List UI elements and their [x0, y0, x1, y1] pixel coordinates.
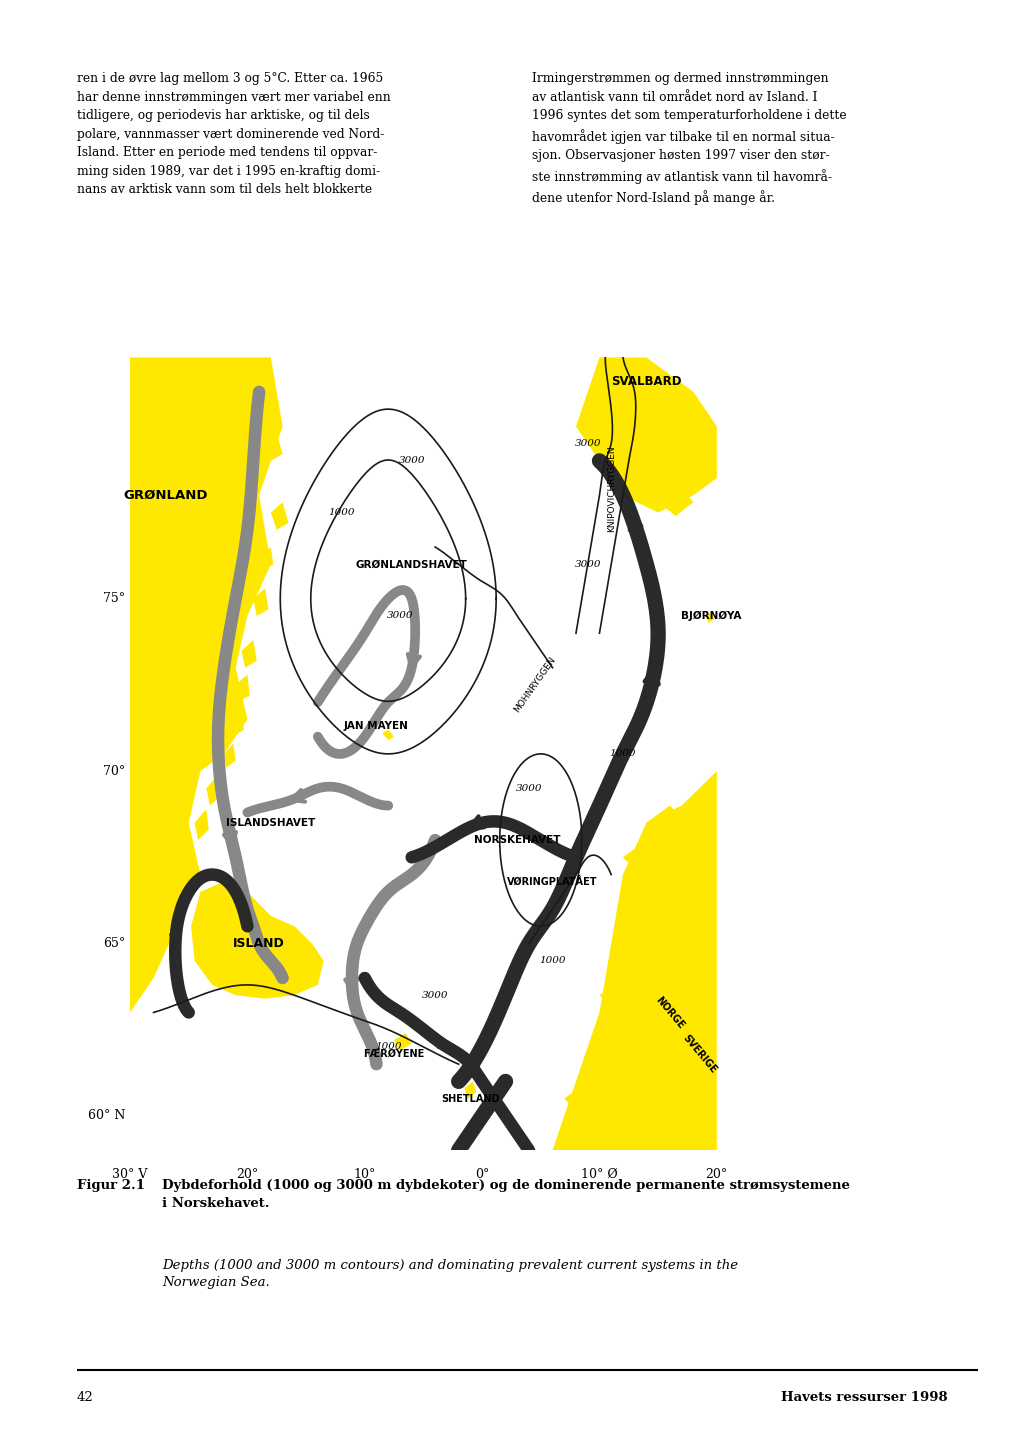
Text: 3000: 3000	[516, 784, 543, 793]
Text: 65°: 65°	[102, 938, 125, 951]
Text: 0°: 0°	[475, 1168, 489, 1181]
Text: Havets ressurser 1998: Havets ressurser 1998	[780, 1391, 947, 1404]
Polygon shape	[394, 1033, 412, 1051]
Text: 20°: 20°	[237, 1168, 258, 1181]
Text: 1000: 1000	[609, 750, 636, 758]
Text: 75°: 75°	[102, 592, 125, 605]
Text: Irmingerstrømmen og dermed innstrømmingen
av atlantisk vann til området nord av : Irmingerstrømmen og dermed innstrømminge…	[531, 72, 847, 205]
Text: ISLANDSHAVET: ISLANDSHAVET	[226, 818, 315, 828]
Text: Dybdeforhold (1000 og 3000 m dybdekoter) og de dominerende permanente strømsyste: Dybdeforhold (1000 og 3000 m dybdekoter)…	[163, 1179, 850, 1210]
Text: 20°: 20°	[706, 1168, 728, 1181]
Text: FÆRØYENE: FÆRØYENE	[364, 1049, 425, 1059]
Text: 3000: 3000	[422, 991, 449, 1000]
Text: GRØNLAND: GRØNLAND	[123, 489, 208, 502]
Text: 70°: 70°	[102, 764, 125, 777]
Text: 10° Ø: 10° Ø	[581, 1168, 617, 1181]
Polygon shape	[465, 1081, 476, 1098]
Text: BJØRNØYA: BJØRNØYA	[681, 611, 741, 621]
Text: 42: 42	[77, 1391, 93, 1404]
Text: 3000: 3000	[574, 438, 601, 449]
Text: ISLAND: ISLAND	[233, 938, 285, 951]
Polygon shape	[575, 357, 717, 512]
Polygon shape	[224, 744, 236, 768]
Polygon shape	[130, 357, 283, 1013]
Text: SHETLAND: SHETLAND	[441, 1094, 500, 1104]
Polygon shape	[646, 806, 687, 841]
Polygon shape	[191, 881, 324, 998]
Text: KNIPOVICHRYGGEN: KNIPOVICHRYGGEN	[606, 446, 615, 531]
Polygon shape	[265, 433, 283, 460]
Text: 1000: 1000	[540, 956, 565, 965]
Text: 1000: 1000	[375, 1042, 401, 1052]
Polygon shape	[599, 978, 635, 1013]
Polygon shape	[658, 489, 693, 517]
Text: Figur 2.1: Figur 2.1	[77, 1179, 144, 1192]
Text: GRØNLANDSHAVET: GRØNLANDSHAVET	[355, 560, 468, 569]
Polygon shape	[236, 674, 250, 702]
Text: 10°: 10°	[353, 1168, 376, 1181]
Text: 3000: 3000	[387, 612, 414, 621]
Text: 60° N: 60° N	[88, 1110, 125, 1123]
Text: SVERIGE: SVERIGE	[680, 1033, 718, 1075]
Text: JAN MAYEN: JAN MAYEN	[344, 721, 409, 731]
Polygon shape	[382, 729, 394, 739]
Text: 3000: 3000	[398, 456, 425, 466]
Text: NORSKEHAVET: NORSKEHAVET	[474, 835, 560, 845]
Polygon shape	[271, 502, 289, 530]
Text: 30° V: 30° V	[113, 1168, 147, 1181]
Text: SVALBARD: SVALBARD	[611, 375, 682, 388]
Polygon shape	[206, 774, 221, 806]
Polygon shape	[564, 1081, 599, 1116]
Polygon shape	[242, 640, 257, 667]
Polygon shape	[553, 357, 717, 1150]
Text: 1000: 1000	[328, 508, 354, 517]
Text: Depths (1000 and 3000 m contours) and dominating prevalent current systems in th: Depths (1000 and 3000 m contours) and do…	[163, 1259, 738, 1289]
Polygon shape	[706, 612, 715, 622]
Text: VØRINGPLATÅET: VØRINGPLATÅET	[507, 877, 598, 887]
Polygon shape	[229, 709, 244, 737]
Polygon shape	[259, 547, 273, 572]
Polygon shape	[253, 589, 268, 616]
Text: 3000: 3000	[574, 560, 601, 569]
Polygon shape	[195, 809, 209, 841]
Text: NORGE: NORGE	[653, 994, 686, 1030]
Text: ren i de øvre lag mellom 3 og 5°C. Etter ca. 1965
har denne innstrømmingen vært : ren i de øvre lag mellom 3 og 5°C. Etter…	[77, 72, 390, 197]
Text: MOHNRYGGEN: MOHNRYGGEN	[512, 655, 557, 715]
Polygon shape	[623, 841, 658, 874]
